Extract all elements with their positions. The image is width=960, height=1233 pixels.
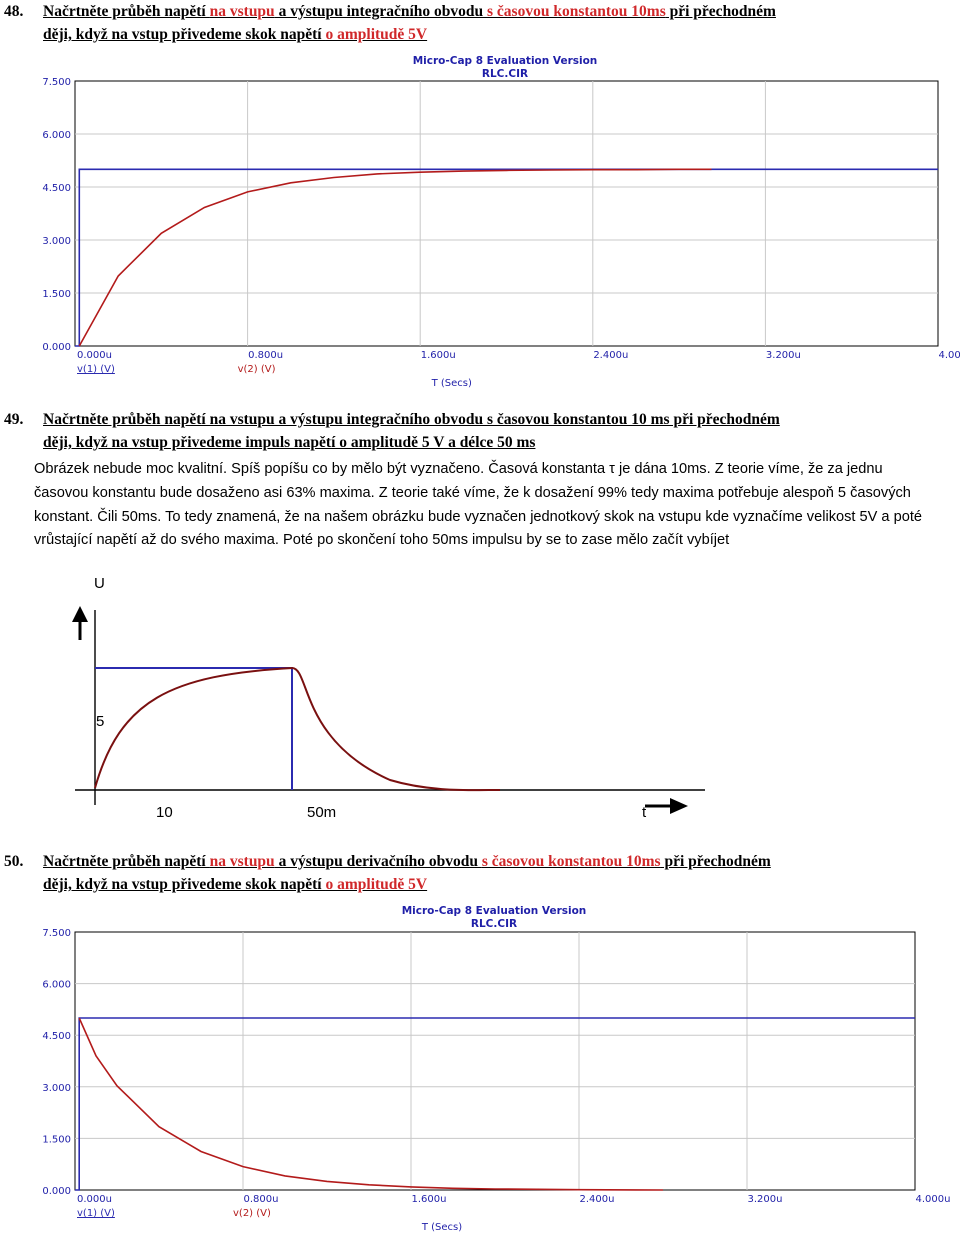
c1-series-v1 [75,168,938,347]
rc-pulse-sketch: U 5 10 50m t [60,570,720,830]
s50-l1a: Načrtněte průběh napětí [43,853,210,870]
c2-xtick-label: 4.000u [916,1194,951,1205]
c2-xtick-label: 2.400u [580,1194,615,1205]
c1-ytick-label: 6.000 [42,130,71,141]
c2-xlabel: T (Secs) [421,1222,462,1233]
c2-ytick-label: 3.000 [42,1083,71,1094]
c2-ytick-label: 0.000 [42,1186,71,1197]
s48-l2b: o amplitudě 5V [325,26,428,43]
section-50-heading: 50. Načrtněte průběh napětí na vstupu a … [4,850,944,898]
c2-ytick-label: 1.500 [42,1134,71,1145]
s49-line2: ději, když na vstup přivedeme impuls nap… [43,434,536,451]
section-48-number: 48. [4,3,24,20]
sketch-y-label: U [94,575,105,592]
c1-ytick-label: 7.500 [42,77,71,88]
s49-line1: Načrtněte průběh napětí na vstupu a výst… [43,411,780,428]
c2-xtick-label: 1.600u [412,1194,447,1205]
c1-legend-v1: v(1) (V) [77,364,115,375]
c1-title: Micro-Cap 8 Evaluation Version [413,55,598,67]
c1-xtick-label: 0.800u [248,350,283,361]
c1-ytick-label: 3.000 [42,236,71,247]
c1-xtick-label: 1.600u [421,350,456,361]
c1-subtitle: RLC.CIR [482,68,528,80]
c2-title: Micro-Cap 8 Evaluation Version [402,905,587,917]
chart-integrator-step-svg: 0.000 1.500 3.000 4.500 6.000 7.500 0.000u 0.80… [42,55,960,389]
c1-xtick-label: 0.000u [77,350,112,361]
c2-series-v2 [78,1017,664,1191]
section-48-heading: 48. Načrtněte průběh napětí na vstupu a … [4,0,944,48]
section-50-number: 50. [4,853,24,870]
s50-l1c: a výstupu derivačního obvodu [274,853,482,870]
c1-series-v2 [78,168,712,347]
sketch-tick-end: 50m [307,804,337,821]
c2-ytick-label: 7.500 [42,928,71,939]
c2-series-v1 [75,1017,915,1191]
s50-l2a: ději, když na vstup přivedeme skok napět… [43,876,326,893]
sketch-y-arrow-head [72,606,88,622]
c2-ytick-label: 4.500 [42,1031,71,1042]
c2-legend-v1: v(1) (V) [77,1208,115,1219]
s48-l2a: ději, když na vstup přivedeme skok napět… [43,26,326,43]
chart-differentiator-step: 0.000 1.500 3.000 4.500 6.000 7.500 0.000u 0.80… [0,898,960,1233]
sketch-level-label: 5 [96,713,105,730]
sketch-x-label: t [642,804,647,821]
rc-pulse-sketch-svg [72,606,705,814]
s48-l1a: Načrtněte průběh napětí [43,3,210,20]
c2-ytick-label: 6.000 [42,980,71,991]
chart-integrator-step: 0.000 1.500 3.000 4.500 6.000 7.500 0.000u 0.80… [0,48,960,393]
section-49-paragraph: Obrázek nebude moc kvalitní. Spíš popíšu… [34,461,923,549]
c2-legend-v2: v(2) (V) [233,1208,271,1219]
s50-l1e: při přechodném [660,853,771,870]
s48-l1c: a výstupu integračního obvodu [274,3,488,20]
c2-plot-frame [74,931,916,1191]
c1-xlabel: T (Secs) [431,378,472,389]
sketch-tick-tau: 10 [156,804,173,821]
chart-differentiator-step-svg: 0.000 1.500 3.000 4.500 6.000 7.500 0.000u 0.80… [42,905,951,1233]
s48-l1e: při přechodném [665,3,776,20]
c1-ytick-label: 1.500 [42,289,71,300]
sketch-x-arrow-head [670,798,688,814]
s50-l1d: s časovou konstantou 10ms [481,853,661,870]
c2-xtick-label: 3.200u [748,1194,783,1205]
s50-l1b: na vstupu [209,853,275,870]
s50-l2b: o amplitudě 5V [325,876,428,893]
sketch-output-curve [94,666,501,792]
c1-ytick-label: 4.500 [42,183,71,194]
c2-subtitle: RLC.CIR [471,918,517,930]
c1-legend-v2: v(2) (V) [238,364,276,375]
sketch-input-pulse [95,667,293,790]
section-49-heading: 49. Načrtněte průběh napětí na vstupu a … [4,408,944,456]
c2-xtick-label: 0.000u [77,1194,112,1205]
c1-xtick-label: 2.400u [593,350,628,361]
c1-ytick-label: 0.000 [42,342,71,353]
c1-plot-frame [74,80,939,347]
s48-l1b: na vstupu [209,3,275,20]
section-49-number: 49. [4,411,24,428]
s48-l1d: s časovou konstantou 10ms [487,3,666,20]
c2-xtick-label: 0.800u [244,1194,279,1205]
c1-xtick-label: 4.000u [939,350,960,361]
c1-xtick-label: 3.200u [766,350,801,361]
